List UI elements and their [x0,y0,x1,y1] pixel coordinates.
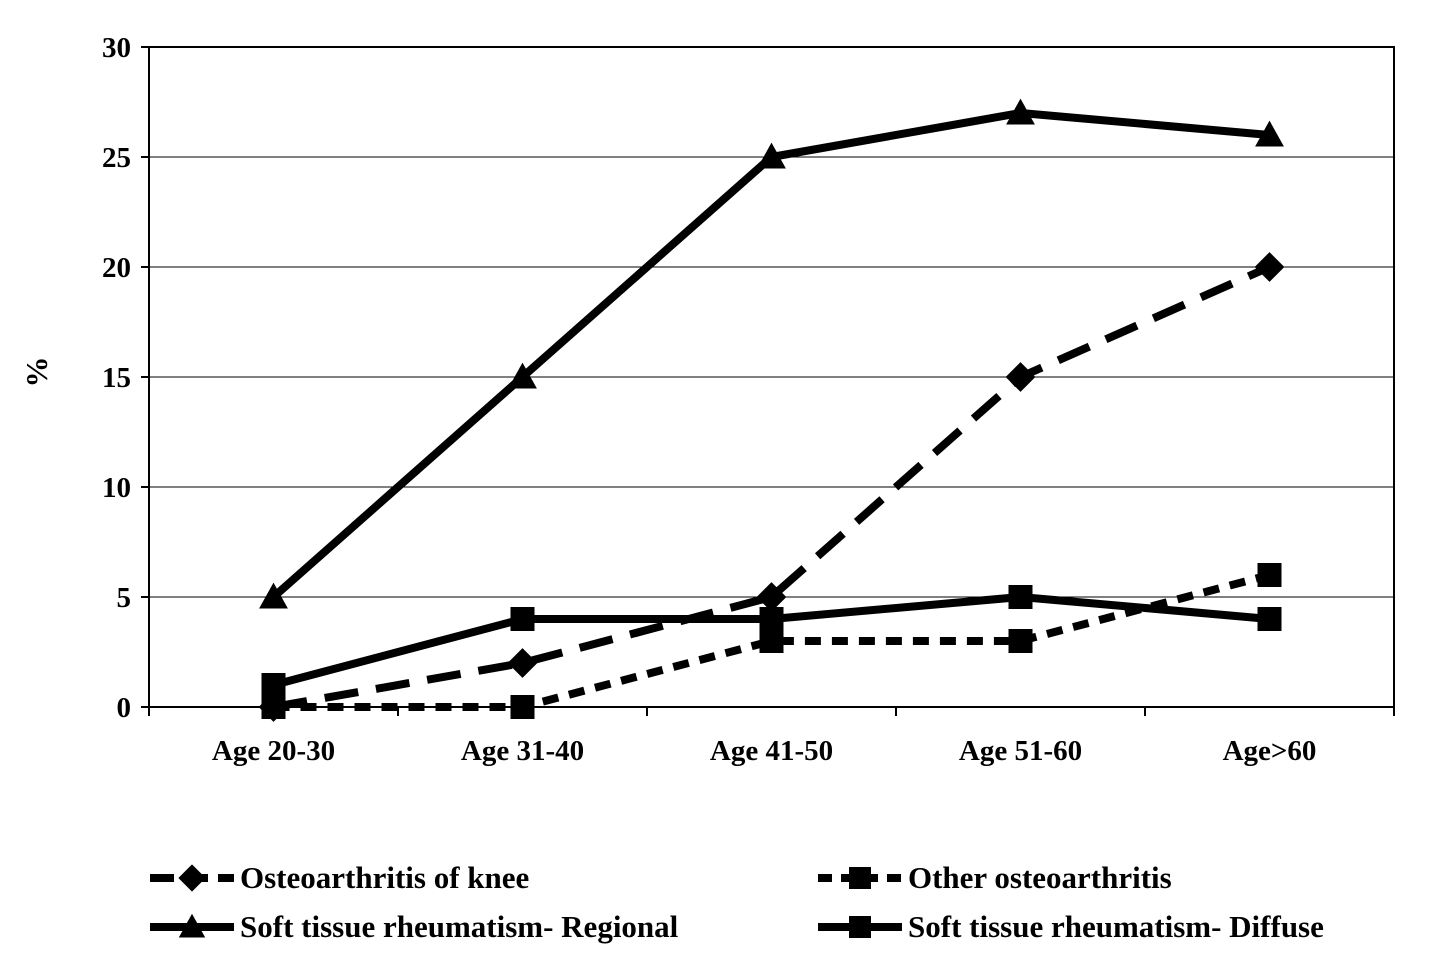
data-point-marker [1008,585,1033,609]
x-tick-label: Age 20-30 [212,735,335,767]
data-point-marker [1254,252,1285,282]
series-line [273,571,1271,711]
data-point-marker [1008,629,1033,653]
legend-marker [849,867,871,889]
data-point-marker [1006,98,1035,125]
series-3 [259,98,1284,609]
x-tick-label: Age 31-40 [461,735,584,767]
legend-item: Soft tissue rheumatism- Diffuse [818,909,1324,944]
legend-item: Osteoarthritis of knee [150,860,529,895]
data-point-marker [508,362,537,389]
x-tick-label: Age 41-50 [710,735,833,767]
series-2 [261,563,1282,719]
gridlines [149,156,1394,598]
y-tick-label: 20 [102,252,131,284]
legend-label: Other osteoarthritis [908,860,1172,895]
y-tick-label: 25 [102,142,131,174]
legend-marker [178,913,206,938]
data-point-marker [261,673,286,697]
y-axis-label: % [19,357,54,388]
data-point-marker [1257,563,1282,587]
data-point-marker [756,582,787,612]
series-line [272,263,1272,711]
data-point-marker [1255,120,1284,147]
legend-label: Soft tissue rheumatism- Diffuse [908,909,1324,944]
legend-label: Soft tissue rheumatism- Regional [240,909,679,944]
data-point-marker [757,142,786,169]
x-tick-label: Age 51-60 [959,735,1082,767]
data-point-marker [759,629,784,653]
axes: 0 5 10 15 20 25 30 Age 20-30 Age 31-40 Age 41-50 A… [102,32,1395,767]
y-tick-label: 0 [117,692,132,724]
data-point-marker [261,695,286,719]
y-tick-label: 5 [117,582,132,614]
series-line [270,109,1270,600]
data-point-marker [510,607,535,631]
x-tick-label: Age>60 [1223,735,1317,767]
legend-marker [178,864,206,892]
data-point-marker [510,695,535,719]
y-tick-label: 15 [102,362,131,394]
y-tick-label: 10 [102,472,131,504]
series-lines [258,98,1285,722]
legend-label: Osteoarthritis of knee [240,860,529,895]
series-4 [261,585,1282,697]
data-point-marker [1257,607,1282,631]
legend-marker [849,916,871,938]
data-point-marker [507,648,538,678]
legend: Osteoarthritis of knee Other osteoarthrit… [150,860,1324,944]
y-tick-label: 30 [102,32,131,64]
legend-item: Other osteoarthritis [818,860,1172,895]
legend-item: Soft tissue rheumatism- Regional [150,909,679,944]
data-point-marker [1005,362,1036,392]
data-point-marker [759,607,784,631]
data-point-marker [259,582,288,609]
